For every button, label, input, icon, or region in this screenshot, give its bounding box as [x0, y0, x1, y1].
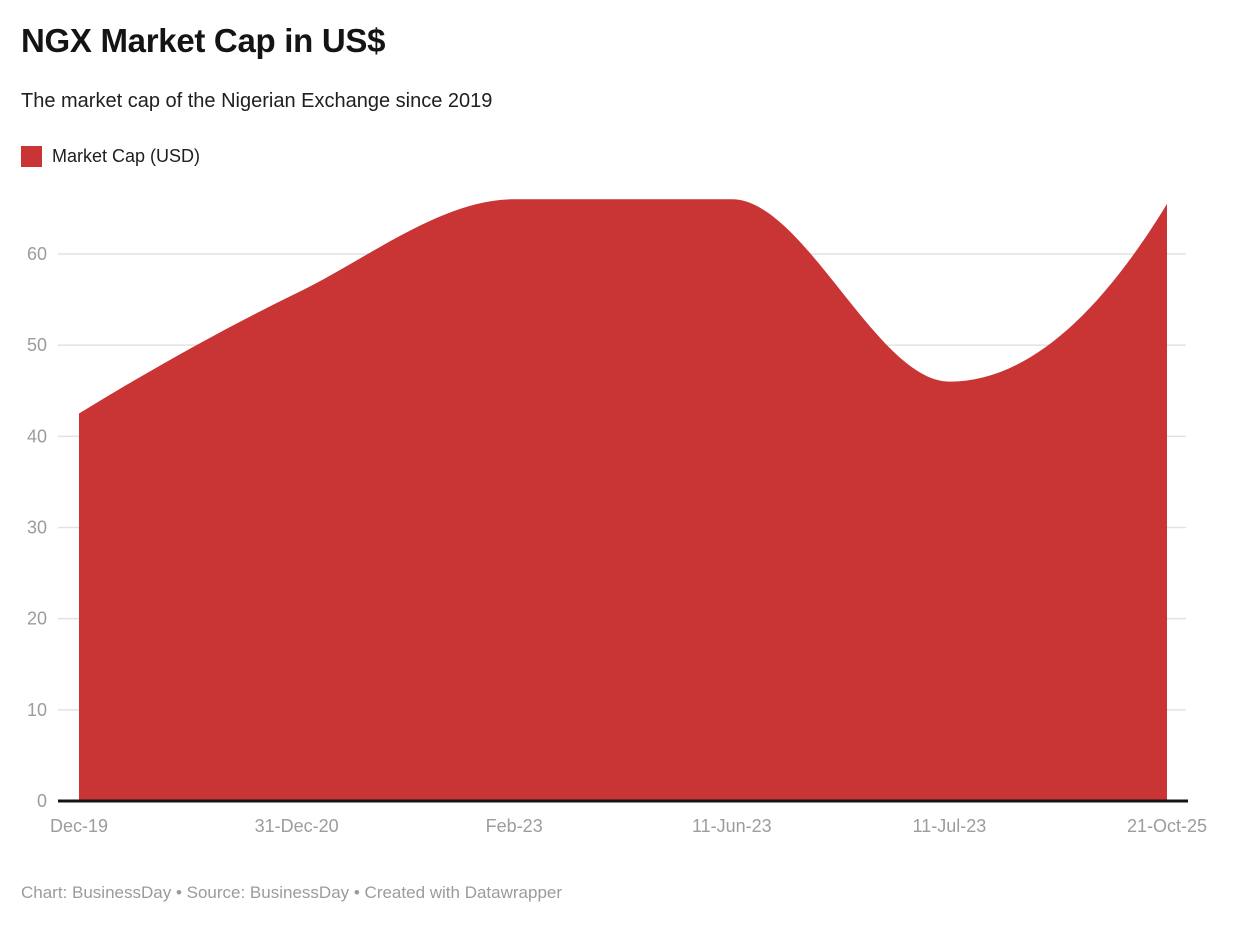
- area-series-market-cap: [79, 199, 1167, 801]
- x-tick-label: 11-Jun-23: [692, 816, 772, 836]
- x-tick-label: Dec-19: [50, 816, 108, 836]
- y-tick-label: 30: [27, 517, 47, 537]
- x-tick-label: Feb-23: [486, 816, 543, 836]
- legend: Market Cap (USD): [21, 146, 200, 167]
- x-tick-label: 11-Jul-23: [913, 816, 987, 836]
- y-tick-label: 60: [27, 244, 47, 264]
- chart-subtitle: The market cap of the Nigerian Exchange …: [21, 90, 493, 112]
- legend-item-label: Market Cap (USD): [52, 146, 201, 166]
- y-tick-label: 10: [27, 700, 47, 720]
- y-tick-label: 40: [27, 426, 47, 446]
- x-tick-label: 31-Dec-20: [255, 816, 339, 836]
- chart-title: NGX Market Cap in US$: [21, 22, 386, 59]
- x-tick-label: 21-Oct-25: [1127, 816, 1207, 836]
- attribution-footer: Chart: BusinessDay • Source: BusinessDay…: [21, 883, 563, 902]
- y-tick-label: 0: [37, 791, 47, 811]
- y-tick-label: 20: [27, 609, 47, 629]
- y-tick-label: 50: [27, 335, 47, 355]
- chart-canvas: 0 10 20 30 40 50 60 Dec-19 31-Dec-20 Feb-23 11-Jun…: [27, 199, 1207, 836]
- chart-area: 0 10 20 30 40 50 60 Dec-19 31-Dec-20 Feb-23 11-Jun…: [0, 185, 1240, 850]
- legend-swatch-icon: [21, 146, 42, 167]
